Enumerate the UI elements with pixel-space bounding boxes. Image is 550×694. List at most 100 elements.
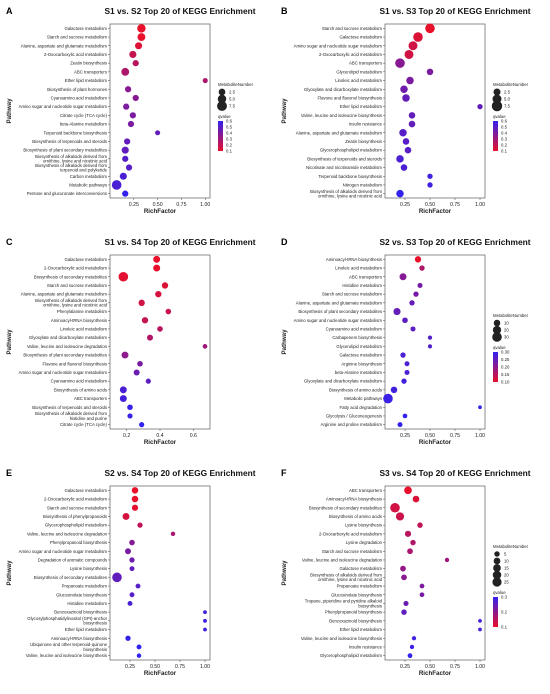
pathway-label: Biosynthesis of alkaloids derived from or… (35, 154, 107, 164)
data-point (119, 172, 127, 180)
pathway-label: Aminoacyl-tRNA biosynthesis (326, 497, 382, 502)
pathway-label: Biosynthesis of terpenoids and steroids (32, 405, 107, 410)
y-axis-label: Pathway (6, 329, 13, 355)
data-point (413, 291, 419, 297)
pathway-label: Starch and sucrose metabolism (47, 35, 108, 40)
pathway-label: Carbapenem biosynthesis (332, 335, 382, 340)
x-tick-label: 0.75 (175, 664, 185, 670)
size-legend-dot (493, 564, 501, 572)
data-point (417, 522, 423, 528)
data-point (129, 566, 135, 572)
panel-letter: F (281, 468, 287, 478)
x-tick-label: 0.50 (153, 202, 163, 208)
panel-letter: B (281, 6, 288, 16)
pathway-label: Starch and sucrose metabolism (322, 292, 383, 297)
x-tick-label: 0.50 (150, 664, 160, 670)
data-point (121, 146, 129, 154)
size-legend-label: 7.5 (229, 104, 236, 109)
pathway-label: Citrate cycle (TCA cycle) (60, 422, 108, 427)
data-point (410, 539, 416, 546)
x-tick-label: 0.25 (400, 202, 410, 208)
color-legend-label: 0.4 (226, 131, 233, 136)
data-point (127, 601, 133, 606)
pathway-label: Starch and sucrose metabolism (47, 505, 108, 510)
plot-area (109, 485, 211, 661)
pathway-label: Biosynthesis of secondary metabolites (309, 505, 382, 510)
y-axis-label: Pathway (281, 329, 288, 355)
data-point (136, 644, 142, 650)
data-point (400, 352, 406, 358)
x-axis-label: RichFactor (419, 439, 452, 446)
y-axis-label: Pathway (6, 560, 13, 586)
color-legend-bar (493, 121, 498, 151)
pathway-label: Nicotinate and nicotinamide metabolism (306, 165, 382, 170)
pathway-label: Valine, leucine and isoleucine degradati… (302, 557, 383, 562)
pathway-label: Starch and sucrose metabolism (322, 549, 383, 554)
data-point (478, 627, 482, 632)
panel-letter: C (6, 237, 13, 247)
x-axis-label: RichFactor (144, 670, 177, 677)
pathway-label: Galactose metabolism (64, 257, 107, 262)
pathway-label: Citrate cycle (TCA cycle) (60, 113, 108, 118)
size-legend-label: 5.0 (229, 97, 236, 102)
data-point (406, 76, 414, 85)
x-tick-label: 0.50 (425, 433, 435, 439)
data-point (417, 282, 423, 288)
pathway-label: ABC transporters (74, 396, 107, 401)
data-point (408, 112, 416, 119)
pathway-label: Biosynthesis of amino acids (329, 387, 382, 392)
pathway-label: Linoleic acid metabolism (335, 78, 382, 83)
pathway-label: Starch and sucrose metabolism (322, 26, 383, 31)
pathway-label: Metabolic pathways (344, 396, 382, 401)
pathway-label: Degradation of aromatic compounds (38, 557, 107, 562)
pathway-label: Cyanoamino acid metabolism (326, 326, 383, 331)
pathway-label: Ether lipid metabolism (65, 627, 108, 632)
data-point (137, 33, 146, 41)
size-legend-label: 5 (504, 552, 507, 557)
pathway-label: Glycolysis / Gluconeogenesis (326, 413, 382, 418)
data-point (129, 592, 135, 598)
data-point (121, 351, 129, 359)
size-legend-label: 7.5 (504, 104, 511, 109)
data-point (132, 94, 139, 102)
data-point (133, 369, 140, 376)
data-point (427, 335, 433, 340)
pathway-label: Histidine metabolism (342, 283, 382, 288)
data-point (402, 138, 410, 145)
pathway-label: Alanine, aspartate and glutamate metabol… (21, 43, 108, 48)
panel-f: F S3 vs. S4 Top 20 of KEGG Enrichment Path… (281, 468, 531, 677)
x-tick-label: 0.4 (156, 433, 163, 439)
pathway-label: 2-Oxocarboxylic acid metabolism (319, 531, 382, 536)
x-tick-label: 0.75 (450, 202, 460, 208)
pathway-label: Galactose metabolism (64, 488, 107, 493)
size-legend-dot (492, 325, 502, 335)
color-legend-label: 0.3 (226, 137, 233, 142)
data-point (477, 103, 483, 110)
pathway-label: 2-Oxocarboxylic acid metabolism (44, 266, 107, 271)
color-legend-label: 0.5 (226, 125, 233, 130)
data-point (402, 317, 408, 324)
pathway-label: Carbon metabolism (70, 174, 108, 179)
data-point (112, 572, 122, 583)
data-point (404, 486, 412, 495)
pathway-label: Amino sugar and nucleotide sugar metabol… (19, 370, 108, 375)
data-point (125, 548, 131, 555)
pathway-label: Phenylpropanoid biosynthesis (325, 610, 382, 615)
color-legend-label: 0.1 (501, 625, 508, 630)
pathway-label: Biosynthesis of plant secondary metaboli… (23, 148, 107, 153)
data-point (411, 636, 417, 641)
color-legend-bar (218, 121, 223, 151)
data-point (119, 395, 127, 403)
size-legend-label: 2.5 (504, 90, 511, 95)
color-legend-label: 0.1 (226, 149, 233, 154)
y-axis-label: Pathway (281, 98, 288, 124)
data-point (404, 49, 414, 59)
size-legend-label: 15 (504, 566, 509, 571)
color-legend-bar (493, 597, 498, 627)
x-tick-label: 1.00 (475, 202, 485, 208)
x-tick-label: 0.50 (425, 202, 435, 208)
pathway-label: Ether lipid metabolism (340, 104, 383, 109)
size-legend-dot (493, 557, 501, 565)
data-point (402, 94, 410, 102)
data-point (401, 378, 407, 384)
